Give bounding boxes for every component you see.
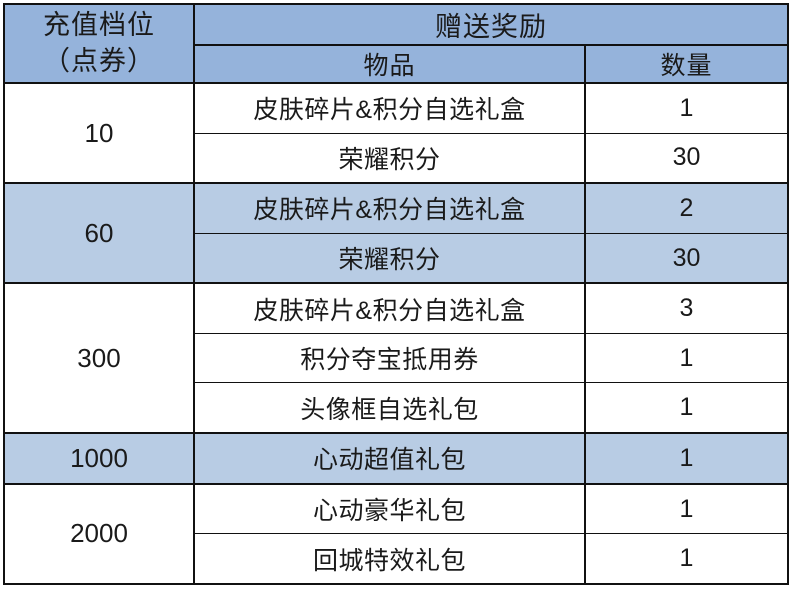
quantity-cell: 1 bbox=[584, 431, 789, 485]
item-cell: 积分夺宝抵用券 bbox=[193, 332, 586, 384]
table-row: 头像框自选礼包 1 bbox=[4, 382, 789, 434]
item-cell: 荣耀积分 bbox=[193, 132, 586, 185]
quantity-cell: 1 bbox=[584, 533, 789, 586]
item-cell: 心动超值礼包 bbox=[193, 431, 586, 485]
table-row: 回城特效礼包 1 bbox=[4, 533, 789, 586]
header-item: 物品 bbox=[193, 44, 586, 84]
quantity-cell: 1 bbox=[584, 332, 789, 384]
tier-cell: 60 bbox=[3, 182, 195, 285]
table-row: 荣耀积分 30 bbox=[4, 232, 789, 285]
header-tier-line2: （点券） bbox=[43, 45, 155, 76]
quantity-cell: 1 bbox=[584, 482, 789, 535]
item-cell: 荣耀积分 bbox=[193, 232, 586, 285]
quantity-cell: 1 bbox=[584, 81, 789, 134]
table-row: 积分夺宝抵用券 1 bbox=[4, 332, 789, 384]
item-cell: 皮肤碎片&积分自选礼盒 bbox=[193, 81, 586, 134]
tier-cell: 2000 bbox=[3, 482, 195, 586]
recharge-reward-table: 充值档位 （点券） 赠送奖励 物品 数量 10 皮肤碎片&积分自选礼盒 1 荣耀积分 3… bbox=[3, 3, 789, 586]
quantity-cell: 30 bbox=[584, 132, 789, 185]
quantity-cell: 2 bbox=[584, 182, 789, 234]
tier-cell: 1000 bbox=[3, 431, 195, 485]
table-body: 10 皮肤碎片&积分自选礼盒 1 荣耀积分 30 60 皮肤碎片&积分自选礼盒 2 荣耀积分 30… bbox=[3, 81, 789, 586]
header-row-sub: 物品 数量 bbox=[4, 44, 789, 84]
table-header: 充值档位 （点券） 赠送奖励 物品 数量 bbox=[3, 3, 789, 84]
tier-cell: 300 bbox=[3, 282, 195, 434]
table-row: 2000 心动豪华礼包 1 bbox=[3, 482, 789, 586]
table-row: 荣耀积分 30 bbox=[4, 132, 789, 185]
header-tier: 充值档位 （点券） bbox=[3, 3, 195, 84]
table-row: 60 皮肤碎片&积分自选礼盒 2 bbox=[3, 182, 789, 285]
item-cell: 皮肤碎片&积分自选礼盒 bbox=[193, 282, 586, 334]
item-cell: 皮肤碎片&积分自选礼盒 bbox=[193, 182, 586, 234]
header-quantity: 数量 bbox=[584, 44, 789, 84]
item-cell: 心动豪华礼包 bbox=[193, 482, 586, 535]
tier-cell: 10 bbox=[3, 81, 195, 185]
table-row: 10 皮肤碎片&积分自选礼盒 1 bbox=[3, 81, 789, 185]
header-reward-group: 赠送奖励 bbox=[193, 3, 789, 46]
table-row: 1000 心动超值礼包 1 bbox=[3, 431, 789, 485]
quantity-cell: 30 bbox=[584, 232, 789, 285]
item-cell: 头像框自选礼包 bbox=[193, 382, 586, 434]
table-row: 300 皮肤碎片&积分自选礼盒 3 bbox=[3, 282, 789, 434]
quantity-cell: 3 bbox=[584, 282, 789, 334]
header-row-top: 充值档位 （点券） 赠送奖励 bbox=[3, 3, 789, 84]
header-tier-line1: 充值档位 bbox=[43, 9, 155, 40]
item-cell: 回城特效礼包 bbox=[193, 533, 586, 586]
quantity-cell: 1 bbox=[584, 382, 789, 434]
